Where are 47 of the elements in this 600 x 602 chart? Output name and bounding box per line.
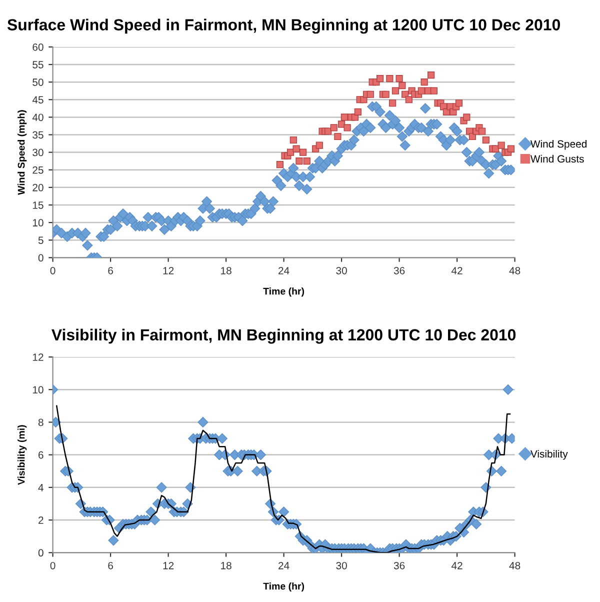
x-tick-label: 18 [221, 266, 232, 274]
x-tick-label: 48 [509, 266, 520, 274]
x-tick-label: 30 [336, 562, 347, 570]
y-tick-label: 60 [32, 43, 44, 51]
y-tick-label: 6 [38, 451, 44, 459]
y-tick-label: 5 [38, 236, 44, 244]
chart-title: Surface Wind Speed in Fairmont, MN Beginning at 1200 UTC 10 Dec 2010 [7, 18, 560, 34]
y-tick-label: 10 [32, 219, 44, 226]
y-tick-label: 10 [32, 386, 44, 394]
x-tick-label: 42 [451, 266, 462, 274]
y-tick-label: 50 [32, 78, 44, 86]
legend-label: Wind Gusts [530, 154, 584, 163]
y-tick-label: 45 [32, 96, 44, 104]
x-tick-label: 0 [50, 266, 56, 274]
x-tick-label: 24 [278, 266, 290, 274]
y-tick-label: 35 [32, 131, 44, 139]
y-tick-label: 25 [32, 166, 44, 174]
x-tick-label: 42 [451, 562, 462, 570]
x-tick-label: 12 [163, 562, 174, 570]
y-tick-label: 2 [38, 516, 44, 524]
y-tick-label: 40 [32, 114, 44, 122]
y-tick-label: 30 [32, 148, 44, 156]
legend-label: Visibility [530, 450, 568, 460]
y-axis-title: Wind Speed (mph) [18, 110, 27, 195]
x-tick-label: 18 [221, 562, 232, 570]
y-tick-label: 55 [32, 61, 44, 68]
y-tick-label: 8 [38, 418, 44, 426]
x-tick-label: 6 [108, 266, 113, 274]
x-tick-label: 36 [394, 266, 405, 274]
y-tick-label: 15 [32, 202, 44, 209]
x-tick-label: 6 [108, 562, 113, 570]
x-axis-title: Time (hr) [263, 582, 304, 592]
y-tick-label: 0 [38, 549, 44, 557]
legend-label: Wind Speed [530, 140, 586, 150]
x-tick-label: 36 [394, 562, 405, 570]
x-tick-label: 24 [278, 562, 290, 570]
x-tick-label: 30 [336, 266, 347, 274]
y-tick-label: 4 [38, 484, 44, 492]
y-tick-label: 12 [32, 353, 44, 361]
y-tick-label: 0 [38, 254, 44, 262]
x-tick-label: 0 [50, 562, 56, 570]
x-axis-title: Time (hr) [263, 288, 304, 297]
y-tick-label: 20 [32, 184, 44, 192]
x-tick-label: 48 [509, 562, 520, 570]
y-axis-title: Visibility (mi) [18, 425, 27, 485]
x-tick-label: 12 [163, 266, 174, 274]
chart-title: Visibility in Fairmont, MN Beginning at 1200 UTC 10 Dec 2010 [52, 328, 516, 344]
